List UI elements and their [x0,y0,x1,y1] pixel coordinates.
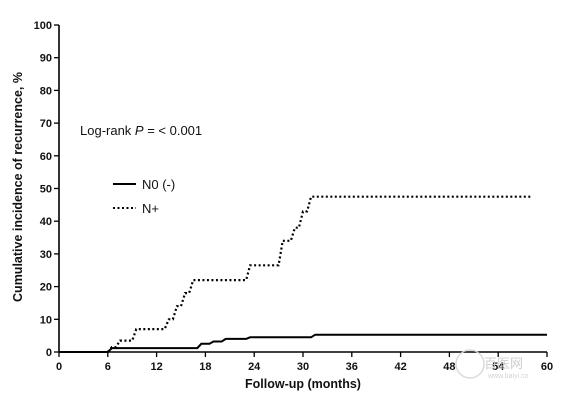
x-tick-label: 36 [346,361,358,373]
x-axis-title: Follow-up (months) [245,377,361,391]
x-tick-label: 60 [541,361,553,373]
legend-n0-label: N0 (-) [142,177,175,192]
legend: N0 (-) N+ [113,177,175,216]
watermark-logo-icon [455,349,485,379]
annotation-suffix: = < 0.001 [144,123,203,138]
y-tick-label: 50 [40,184,52,196]
x-tick-label: 30 [297,361,309,373]
x-tick-label: 54 [492,361,505,373]
axes: 0 10 20 30 40 50 60 70 80 90 100 0 6 12 18 24 30 36 42 48 5… [34,20,553,373]
y-tick-label: 60 [40,151,52,163]
series-line-nplus [106,195,531,353]
legend-nplus-label: N+ [142,201,159,216]
y-tick-label: 70 [40,118,52,130]
x-tick-label: 6 [105,361,111,373]
y-ticks: 0 10 20 30 40 50 60 70 80 90 100 [34,20,59,359]
x-tick-label: 42 [394,361,406,373]
x-tick-label: 0 [56,361,62,373]
y-tick-label: 0 [46,347,52,359]
log-rank-annotation: Log-rank P = < 0.001 [80,123,202,138]
watermark: 百医网 www.baiyi.cn [455,349,529,380]
y-tick-label: 80 [40,85,52,97]
y-tick-label: 40 [40,216,52,228]
x-tick-label: 24 [248,361,261,373]
annotation-prefix: Log-rank [80,123,135,138]
x-tick-label: 12 [150,361,162,373]
y-tick-label: 100 [34,20,52,32]
series-layer [59,195,547,353]
y-tick-label: 10 [40,314,52,326]
y-tick-label: 30 [40,249,52,261]
watermark-text: 百医网 [484,356,523,371]
y-tick-label: 90 [40,53,52,65]
y-tick-label: 20 [40,282,52,294]
series-line-n0 [59,333,547,353]
x-tick-label: 18 [199,361,211,373]
x-ticks: 0 6 12 18 24 30 36 42 48 54 60 [56,352,553,373]
watermark-sub: www.baiyi.cn [487,373,529,380]
y-axis-title: Cumulative incidence of recurrence, % [11,72,25,302]
x-tick-label: 48 [443,361,455,373]
annotation-p: P [135,123,144,138]
